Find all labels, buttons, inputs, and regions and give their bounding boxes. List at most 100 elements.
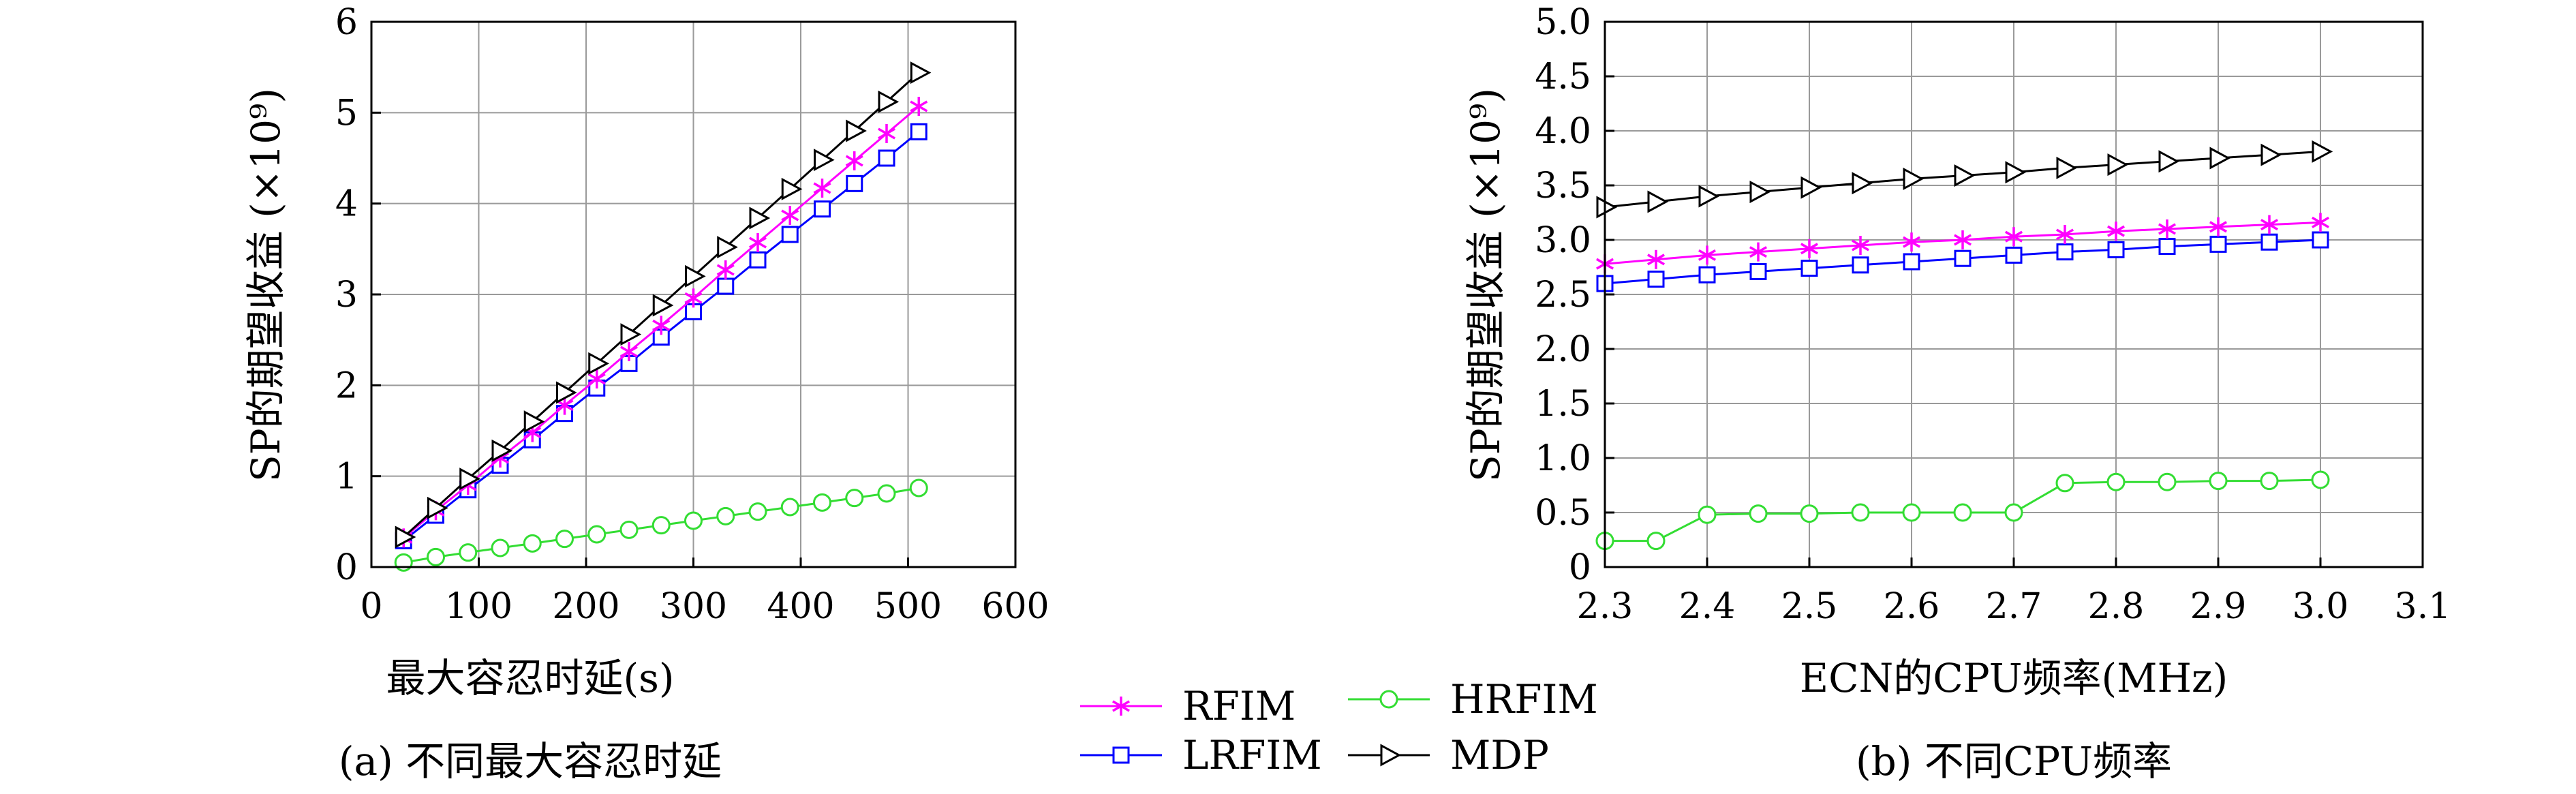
data-point-mdp-marker xyxy=(1954,164,1976,187)
data-point-hrfim-marker xyxy=(523,534,542,553)
data-point-lrfim xyxy=(781,226,799,243)
data-point-lrfim xyxy=(1800,260,1818,277)
data-point-mdp-marker xyxy=(2158,150,2180,173)
data-point-lrfim xyxy=(1647,271,1665,288)
data-point-mdp-marker xyxy=(652,294,674,317)
data-point-mdp-marker xyxy=(781,177,803,200)
data-point-lrfim xyxy=(2107,241,2125,258)
data-point-hrfim-marker xyxy=(845,489,864,508)
data-point-lrfim xyxy=(2005,246,2023,264)
data-point-hrfim xyxy=(1749,504,1768,523)
data-point-rfim-marker-stroke xyxy=(1852,239,1869,251)
data-point-hrfim-marker xyxy=(2311,470,2330,489)
data-point-mdp-marker xyxy=(1596,196,1618,219)
data-point-lrfim xyxy=(878,149,895,167)
data-point-rfim-marker-stroke xyxy=(910,100,928,112)
x-tick-label: 500 xyxy=(874,586,942,627)
data-point-mdp-marker xyxy=(910,61,932,85)
data-point-hrfim-marker xyxy=(619,520,639,539)
series-lrfim xyxy=(395,123,927,549)
legend-rfim-marker-stroke xyxy=(1112,700,1130,712)
data-point-rfim-marker-stroke xyxy=(2260,219,2278,231)
data-point-lrfim-marker xyxy=(2056,243,2074,261)
data-point-hrfim xyxy=(684,511,703,530)
data-point-mdp xyxy=(523,410,545,433)
chart-a-series xyxy=(394,61,932,572)
data-point-lrfim-marker xyxy=(2107,241,2125,258)
data-point-lrfim-marker xyxy=(1698,266,1716,284)
data-point-rfim-marker-stroke xyxy=(781,209,799,222)
data-point-rfim-marker-stroke xyxy=(2056,228,2074,241)
x-tick-label: 400 xyxy=(767,586,834,627)
data-point-hrfim-marker xyxy=(909,478,928,498)
data-point-hrfim-marker xyxy=(1800,504,1819,523)
chart-b-caption: (b) 不同CPU频率 xyxy=(1856,738,2172,784)
data-point-mdp xyxy=(846,119,867,142)
x-tick-label: 2.7 xyxy=(1986,586,2042,627)
data-point-mdp-marker xyxy=(1749,181,1771,204)
data-point-mdp-marker xyxy=(717,236,738,259)
legend-label-rfim: RFIM xyxy=(1182,683,1295,729)
data-point-mdp xyxy=(1698,185,1720,208)
data-point-hrfim-marker xyxy=(427,547,445,566)
data-point-rfim xyxy=(2158,219,2176,239)
data-point-hrfim-marker xyxy=(1902,503,1921,522)
y-tick-label: 1.0 xyxy=(1535,438,1591,479)
data-point-mdp xyxy=(2209,147,2231,170)
data-point-hrfim-marker xyxy=(780,498,799,517)
data-point-rfim xyxy=(587,369,606,388)
x-tick-label: 2.6 xyxy=(1884,586,1940,627)
data-point-rfim xyxy=(2312,213,2329,232)
legend-marker-lrfim xyxy=(1112,746,1130,764)
data-point-mdp xyxy=(878,90,900,113)
x-tick-label: 2.8 xyxy=(2088,586,2145,627)
legend-marker-rfim xyxy=(1112,697,1130,716)
legend-marker-hrfim xyxy=(1379,690,1398,709)
y-tick-label: 4.5 xyxy=(1535,57,1591,97)
data-point-mdp xyxy=(491,439,513,462)
y-tick-label: 0 xyxy=(335,547,358,588)
data-point-hrfim xyxy=(587,525,607,544)
data-point-hrfim-marker xyxy=(394,553,413,572)
data-point-hrfim-marker xyxy=(2055,474,2074,493)
data-point-rfim-marker-stroke xyxy=(2312,216,2329,228)
x-tick-label: 3.0 xyxy=(2293,586,2349,627)
data-point-mdp xyxy=(652,294,674,317)
x-tick-label: 200 xyxy=(552,586,619,627)
data-point-mdp xyxy=(2158,150,2180,173)
data-point-lrfim-marker xyxy=(2260,233,2278,251)
data-point-hrfim-marker xyxy=(1698,505,1717,524)
data-point-mdp-marker xyxy=(2312,140,2333,163)
data-point-lrfim-marker xyxy=(2312,231,2329,249)
data-point-hrfim xyxy=(2004,503,2023,522)
series-rfim xyxy=(395,97,928,548)
data-point-mdp-marker xyxy=(395,525,416,549)
data-point-rfim-marker-stroke xyxy=(2005,230,2023,243)
data-point-rfim-marker-stroke xyxy=(620,346,638,358)
data-point-hrfim-marker xyxy=(2106,472,2126,491)
data-point-hrfim xyxy=(459,543,478,562)
data-point-mdp xyxy=(2107,153,2129,177)
data-point-lrfim xyxy=(2158,238,2176,256)
chart-b-ticks: 2.3 2.4 2.5 2.6 2.7 2.8 2.9 3.0 3.1 0 0.5 1.0 1.5 2.0… xyxy=(1535,2,2451,627)
data-point-rfim-marker-stroke xyxy=(1800,243,1818,255)
legend-label-hrfim: HRFIM xyxy=(1450,676,1598,722)
data-point-hrfim xyxy=(2209,472,2228,491)
data-point-rfim xyxy=(2107,222,2125,241)
data-point-rfim xyxy=(1698,245,1716,265)
data-point-rfim-marker-stroke xyxy=(845,155,863,167)
data-point-lrfim xyxy=(2209,235,2227,253)
series-hrfim xyxy=(394,478,928,572)
data-point-rfim xyxy=(749,233,767,252)
data-point-hrfim xyxy=(1953,503,1972,522)
x-tick-label: 2.9 xyxy=(2190,586,2247,627)
data-point-mdp xyxy=(395,525,416,549)
data-point-mdp xyxy=(749,207,771,230)
data-point-hrfim-marker xyxy=(2260,472,2279,491)
data-point-hrfim xyxy=(523,534,542,553)
legend-mdp-marker xyxy=(1380,744,1402,767)
data-point-lrfim-marker xyxy=(1749,262,1767,280)
data-point-hrfim xyxy=(2158,472,2177,491)
legend-hrfim-marker xyxy=(1379,690,1398,709)
data-point-hrfim xyxy=(845,489,864,508)
